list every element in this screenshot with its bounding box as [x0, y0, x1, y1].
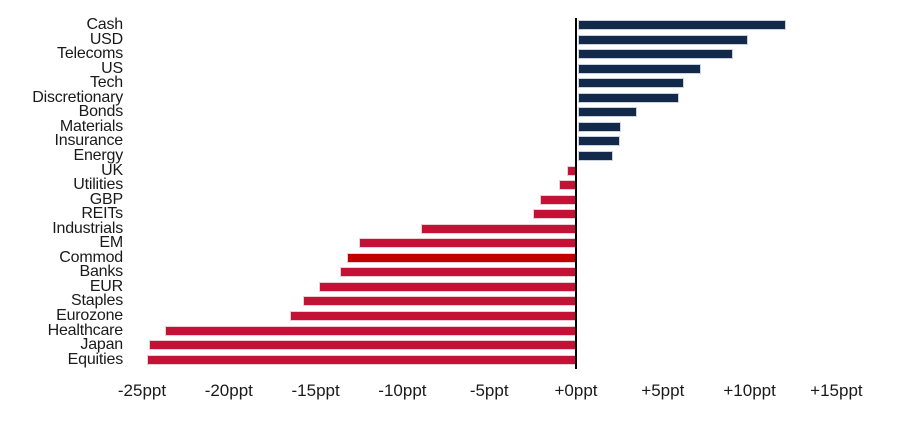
- x-tick--5ppt: -5ppt: [469, 381, 509, 400]
- category-label-insurance: Insurance: [54, 132, 124, 150]
- category-label-energy: Energy: [73, 146, 124, 164]
- bar-gbp: [539, 194, 576, 205]
- category-label-healthcare: Healthcare: [47, 321, 124, 339]
- category-label-tech: Tech: [90, 74, 123, 92]
- category-label-equities: Equities: [67, 350, 124, 368]
- bar-utilities: [558, 180, 576, 191]
- bar-commod: [346, 252, 576, 263]
- category-label-cash: Cash: [86, 16, 123, 33]
- x-tick--20ppt: -20ppt: [204, 381, 253, 400]
- bar-discretionary: [578, 92, 679, 103]
- bar-materials: [578, 121, 622, 132]
- bar-energy: [578, 150, 613, 161]
- bar-healthcare: [164, 325, 576, 336]
- category-label-discretionary: Discretionary: [32, 88, 123, 106]
- category-label-eurozone: Eurozone: [56, 307, 123, 324]
- category-label-gbp: GBP: [89, 190, 123, 208]
- bar-eurozone: [289, 311, 576, 321]
- bar-telecoms: [578, 49, 733, 60]
- category-label-commod: Commod: [59, 248, 123, 266]
- category-label-materials: Materials: [59, 117, 123, 135]
- category-label-usd: USD: [89, 30, 123, 48]
- category-label-japan: Japan: [80, 336, 123, 354]
- bar-japan: [148, 340, 576, 351]
- bar-tech: [578, 78, 684, 89]
- bar-banks: [339, 267, 576, 278]
- x-tick-+10ppt: +10ppt: [723, 381, 776, 400]
- category-label-us: US: [101, 59, 123, 77]
- category-label-bonds: Bonds: [78, 103, 124, 121]
- bar-em: [359, 238, 576, 249]
- category-label-banks: Banks: [79, 263, 124, 281]
- x-tick--10ppt: -10ppt: [378, 381, 427, 400]
- bar-cash: [578, 20, 787, 30]
- x-tick--15ppt: -15ppt: [291, 381, 340, 400]
- x-tick--25ppt: -25ppt: [117, 381, 167, 400]
- zero-axis-line: [575, 18, 577, 369]
- x-tick-+0ppt: +0ppt: [554, 381, 598, 400]
- bar-industrials: [421, 223, 576, 234]
- category-label-uk: UK: [101, 161, 123, 179]
- bar-eur: [319, 281, 576, 292]
- bar-insurance: [578, 136, 620, 147]
- bar-equities: [147, 354, 576, 365]
- category-label-reits: REITs: [81, 205, 123, 223]
- category-label-telecoms: Telecoms: [57, 45, 123, 63]
- bar-bonds: [578, 107, 638, 118]
- x-tick-+5ppt: +5ppt: [641, 381, 685, 400]
- bar-usd: [578, 34, 749, 45]
- category-label-em: EM: [99, 234, 123, 252]
- bar-reits: [532, 209, 576, 220]
- bar-staples: [303, 296, 576, 307]
- category-label-eur: EUR: [89, 277, 123, 295]
- bar-us: [578, 63, 702, 74]
- x-tick-+15ppt: +15ppt: [810, 381, 863, 400]
- category-label-staples: Staples: [71, 292, 123, 310]
- category-label-industrials: Industrials: [52, 219, 123, 237]
- category-label-utilities: Utilities: [73, 176, 123, 194]
